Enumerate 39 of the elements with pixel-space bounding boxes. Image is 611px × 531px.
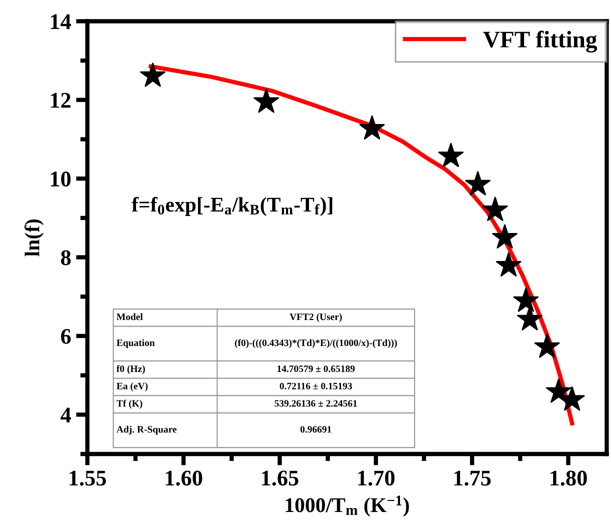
- annotation: Adj. R-Square: [116, 426, 177, 435]
- annotation: 14.70579 ± 0.65189: [278, 365, 355, 372]
- annotation: 0.96691: [300, 426, 332, 433]
- point: [359, 115, 385, 140]
- y-tick-label: 6: [61, 328, 71, 344]
- legend-label: VFT fitting: [483, 30, 598, 53]
- point: [492, 224, 518, 249]
- y-tick-label: 14: [50, 14, 71, 29]
- annotation: (f0)-(((0.4343)*(Td)*E)/((1000/x)-(Td))): [234, 339, 397, 348]
- y-tick-label: 4: [60, 408, 71, 422]
- annotation: Equation: [116, 339, 155, 348]
- y-axis-title: ln(f): [24, 219, 44, 256]
- annotation: 539.26136 ± 2.24561: [274, 400, 357, 407]
- point: [496, 252, 522, 276]
- point: [438, 142, 464, 168]
- x-tick-label: 1.55: [70, 470, 106, 486]
- point: [254, 88, 279, 113]
- x-tick-label: 1.60: [166, 470, 202, 486]
- x-tick-label: 1.70: [358, 470, 394, 486]
- annotation: Model: [116, 313, 143, 320]
- annotation: VFT2 (User): [290, 313, 342, 322]
- y-tick-label: 12: [50, 92, 70, 108]
- point: [546, 378, 572, 403]
- x-tick-label: 1.80: [550, 470, 587, 486]
- annotation: f0 (Hz): [116, 365, 145, 374]
- point: [534, 334, 560, 358]
- point: [465, 171, 491, 196]
- x-tick-label: 1.75: [454, 470, 491, 486]
- point: [513, 288, 539, 312]
- point: [140, 62, 166, 87]
- x-axis-title: 1000/T$_{m}$ (K$^{−1}$): [286, 496, 409, 516]
- annotation: Ea (eV): [116, 382, 148, 392]
- x-tick-label: 1.65: [262, 470, 298, 486]
- text: f=f$_{0}$exp[-E$_{a}$/k$_{B}$(T$_{m}$-T$_{f}$)]: [132, 196, 332, 216]
- annotation: Tf (K): [116, 400, 142, 409]
- point: [482, 196, 508, 221]
- y-tick-label: 10: [50, 172, 71, 187]
- y-tick-label: 8: [61, 250, 71, 266]
- annotation: 0.72116 ± 0.15193: [280, 382, 352, 390]
